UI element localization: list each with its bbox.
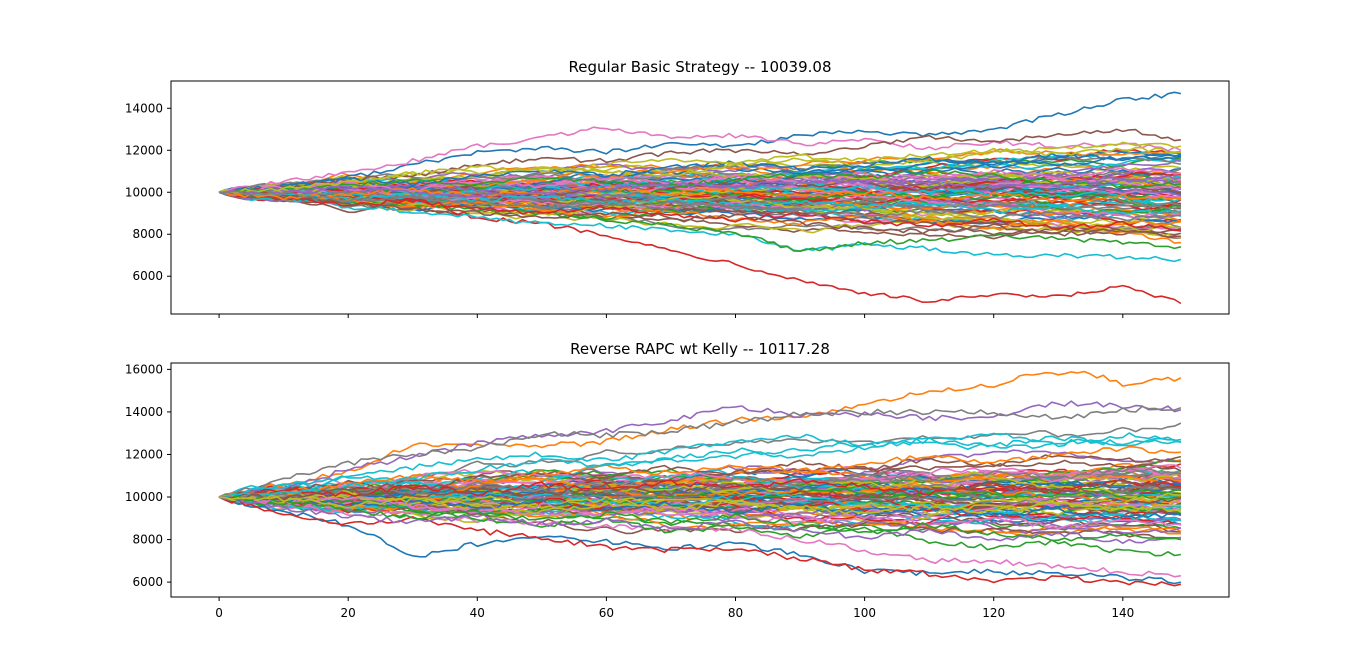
series-line	[219, 168, 1182, 194]
series-line	[219, 177, 1181, 199]
y-tick-label: 16000	[125, 362, 163, 376]
series-line	[219, 400, 1182, 499]
x-tick-label: 60	[599, 606, 614, 620]
top-x-axis	[218, 314, 1124, 318]
y-tick-label: 6000	[132, 575, 163, 589]
series-line	[218, 189, 1182, 239]
top-series-group	[218, 91, 1182, 305]
series-line	[219, 185, 1181, 203]
x-tick-label: 80	[728, 606, 743, 620]
series-line	[218, 494, 1181, 530]
bottom-series-group	[218, 370, 1182, 587]
y-tick-label: 14000	[125, 101, 163, 115]
series-line	[219, 167, 1181, 195]
x-tick-label: 140	[1111, 606, 1134, 620]
top-chart-title: Regular Basic Strategy -- 10039.08	[569, 58, 832, 76]
series-line	[219, 432, 1182, 499]
bottom-x-axis: 0 20 40 60 80 100 120 140	[215, 597, 1134, 620]
x-tick-label: 120	[982, 606, 1005, 620]
series-line	[219, 141, 1182, 195]
series-line	[218, 492, 1181, 516]
series-line	[219, 485, 1182, 508]
series-line	[219, 190, 1181, 238]
x-tick-label: 20	[341, 606, 356, 620]
series-line	[219, 477, 1181, 499]
bottom-chart-title: Reverse RAPC wt Kelly -- 10117.28	[570, 340, 830, 358]
series-line	[218, 158, 1182, 194]
top-axes-frame	[170, 80, 1230, 315]
series-line	[218, 189, 1181, 244]
series-line	[219, 445, 1181, 499]
series-line	[219, 495, 1181, 515]
y-tick-label: 12000	[125, 143, 163, 157]
y-tick-label: 10000	[125, 490, 163, 504]
series-line	[219, 454, 1182, 499]
x-tick-label: 40	[470, 606, 485, 620]
y-tick-label: 12000	[125, 447, 163, 461]
series-line	[219, 405, 1182, 498]
series-line	[219, 126, 1182, 194]
series-line	[218, 495, 1182, 578]
series-line	[219, 146, 1181, 194]
series-line	[218, 191, 1182, 263]
y-tick-label: 8000	[132, 227, 163, 241]
top-y-axis: 6000 8000 10000 12000 14000	[125, 101, 171, 283]
series-line	[219, 152, 1182, 194]
y-tick-label: 8000	[132, 533, 163, 547]
series-line	[219, 190, 1182, 215]
series-line	[219, 478, 1182, 500]
x-tick-label: 100	[853, 606, 876, 620]
series-line	[218, 496, 1182, 545]
bottom-y-axis: 6000 8000 10000 12000 14000 16000	[125, 362, 171, 589]
series-line	[218, 495, 1182, 542]
bottom-axes-frame	[170, 362, 1230, 598]
series-line	[219, 435, 1181, 499]
series-line	[219, 91, 1182, 194]
series-line	[218, 190, 1182, 305]
bottom-axes: Reverse RAPC wt Kelly -- 10117.28 6000 80…	[125, 340, 1230, 620]
y-tick-label: 10000	[125, 185, 163, 199]
top-axes: Regular Basic Strategy -- 10039.08 6000 8…	[125, 58, 1230, 318]
x-tick-label: 0	[215, 606, 223, 620]
y-tick-label: 6000	[132, 269, 163, 283]
y-tick-label: 14000	[125, 405, 163, 419]
series-line	[219, 190, 1181, 222]
